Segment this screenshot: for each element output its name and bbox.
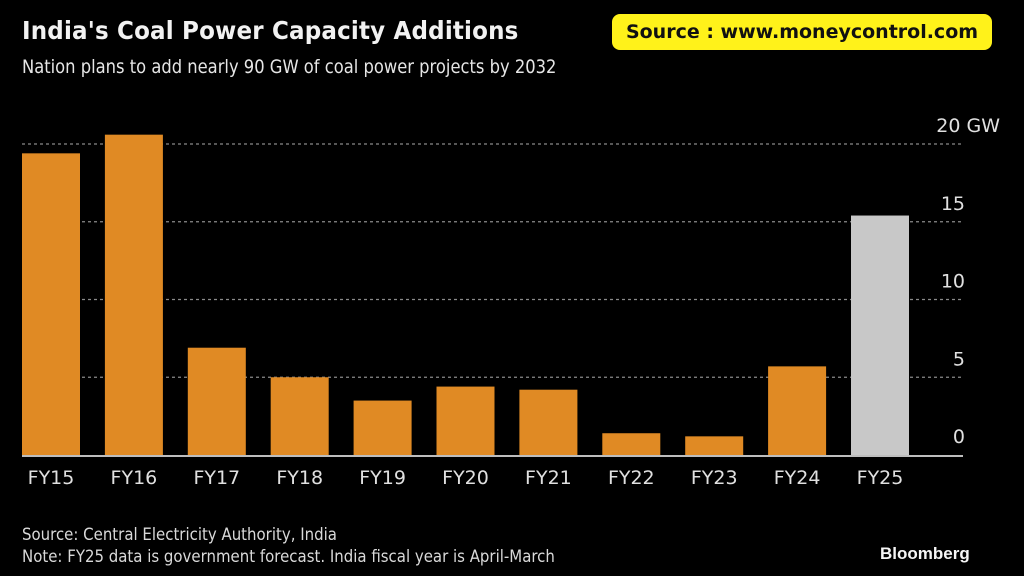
bar (353, 400, 412, 455)
x-tick-label: FY23 (691, 467, 738, 489)
x-tick-label: FY17 (193, 467, 240, 489)
gridlines (22, 143, 963, 378)
bar (436, 386, 495, 455)
x-tick-label: FY15 (28, 467, 75, 489)
bloomberg-logo: Bloomberg (880, 544, 970, 563)
bar (602, 433, 661, 455)
y-tick-label: 0 (953, 426, 965, 448)
source-badge: Source : www.moneycontrol.com (612, 14, 992, 50)
bar (104, 134, 163, 456)
x-tick-label: FY20 (442, 467, 489, 489)
bar-forecast (851, 215, 909, 455)
x-tick-label: FY16 (111, 467, 158, 489)
bar (22, 153, 80, 455)
bar (270, 377, 329, 455)
x-tick-label: FY24 (774, 467, 821, 489)
x-tick-label: FY25 (857, 467, 904, 489)
bars (22, 134, 909, 456)
y-tick-label: 10 (941, 271, 965, 293)
x-tick-label: FY19 (359, 467, 406, 489)
x-tick-label: FY22 (608, 467, 655, 489)
footer-source: Source: Central Electricity Authority, I… (22, 525, 337, 545)
x-tick-label: FY18 (276, 467, 323, 489)
x-axis-ticks: FY15 FY16 FY17 FY18 FY19 FY20 FY21 FY22 FY23 FY24… (28, 467, 904, 489)
y-axis-ticks: 0 5 10 15 20 GW (936, 115, 1000, 448)
bar (519, 389, 578, 455)
y-tick-label: 15 (941, 193, 965, 215)
y-tick-label: 5 (953, 348, 965, 370)
footer-note: Note: FY25 data is government forecast. … (22, 547, 555, 567)
chart-subtitle: Nation plans to add nearly 90 GW of coal… (22, 56, 557, 78)
bar (187, 347, 246, 455)
bar (685, 436, 744, 455)
chart-title: India's Coal Power Capacity Additions (22, 16, 519, 45)
x-tick-label: FY21 (525, 467, 572, 489)
bar (768, 366, 827, 455)
y-tick-label: 20 GW (936, 115, 1000, 137)
